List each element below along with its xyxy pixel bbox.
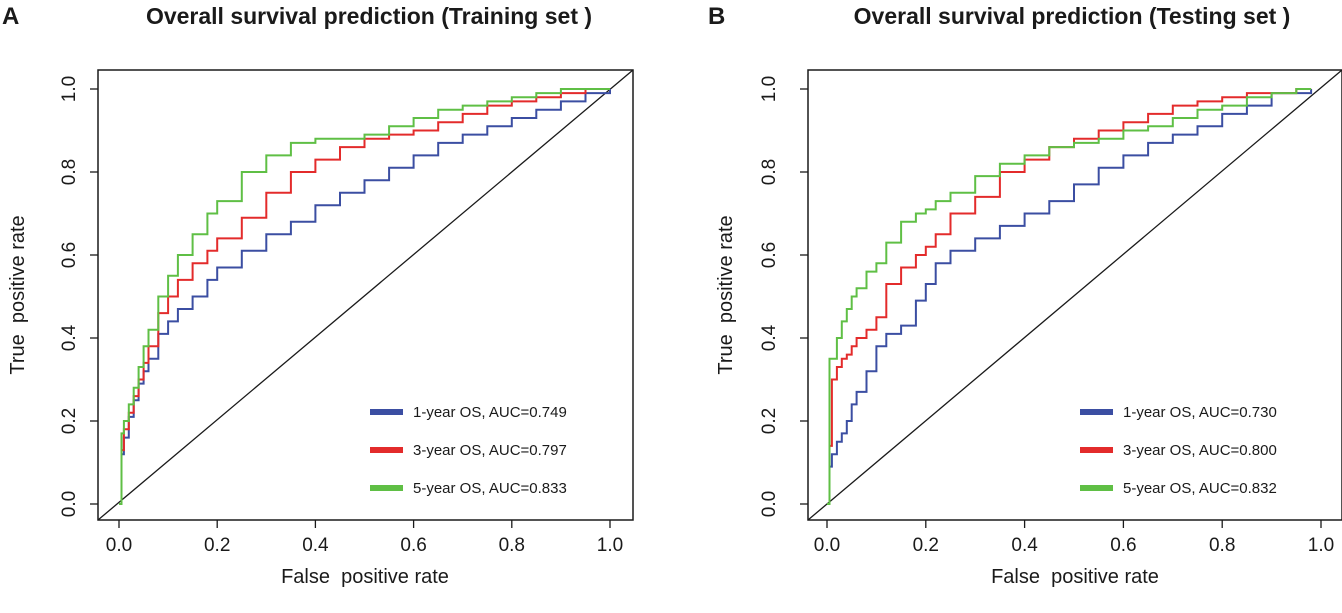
panel-a-y-tick-label: 0.8 [59, 159, 80, 185]
panel-b-x-tick-label: 0.6 [1110, 535, 1136, 556]
panel-a-x-ticks: 0.0 0.2 0.4 0.6 0.8 1.0 [106, 520, 623, 556]
panel-a-y-axis-label: True positive rate [7, 215, 29, 374]
panel-b-series-1-year-os [827, 89, 1313, 505]
panel-a-y-ticks: 0.0 0.2 0.4 0.6 0.8 1.0 [59, 76, 98, 517]
panel-b-y-axis-label: True positive rate [715, 215, 737, 374]
panel-b-y-tick-label: 0.6 [759, 242, 780, 268]
panel-b-y-tick-label: 0.0 [759, 491, 780, 517]
panel-b-plot-frame [807, 69, 1342, 521]
panel-b-x-tick-label: 0.2 [913, 535, 939, 556]
panel-b-legend-label-2: 3-year OS, AUC=0.800 [1123, 442, 1277, 459]
panel-a-y-tick-label: 0.0 [59, 491, 80, 517]
panel-a-x-tick-label: 0.4 [302, 535, 329, 556]
panel-b-x-tick-label: 0.0 [814, 535, 840, 556]
panel-a-title: Overall survival prediction (Training se… [146, 3, 592, 29]
panel-b-legend: 1-year OS, AUC=0.730 3-year OS, AUC=0.80… [1080, 404, 1277, 497]
panel-a-x-tick-label: 0.6 [400, 535, 426, 556]
panel-a-legend-swatch-2 [370, 447, 403, 453]
panel-a-plot-frame [97, 69, 634, 521]
panel-a-x-tick-label: 0.8 [499, 535, 525, 556]
panel-b-x-tick-label: 1.0 [1308, 535, 1334, 556]
panel-b-x-tick-label: 0.8 [1209, 535, 1235, 556]
panel-a-reference-line [97, 69, 634, 521]
panel-b: B Overall survival prediction (Testing s… [708, 3, 1342, 588]
panel-b-legend-label-3: 5-year OS, AUC=0.832 [1123, 480, 1277, 497]
panel-a-y-tick-label: 0.4 [59, 324, 80, 351]
panel-a-legend: 1-year OS, AUC=0.749 3-year OS, AUC=0.79… [370, 404, 567, 497]
panel-a-x-tick-label: 0.0 [106, 535, 132, 556]
panel-b-title: Overall survival prediction (Testing set… [854, 3, 1291, 29]
panel-a-y-tick-label: 0.6 [59, 242, 80, 268]
panel-b-y-tick-label: 0.4 [759, 324, 780, 351]
panel-b-x-ticks: 0.0 0.2 0.4 0.6 0.8 1.0 [814, 520, 1334, 556]
panel-a-letter: A [2, 3, 19, 30]
panel-b-reference-line [807, 69, 1342, 521]
panel-a-legend-label-3: 5-year OS, AUC=0.833 [413, 480, 567, 497]
panel-b-legend-swatch-2 [1080, 447, 1113, 453]
panel-a-series-5-year-os [119, 88, 610, 505]
panel-b-y-tick-label: 0.2 [759, 408, 780, 434]
panel-a-y-tick-label: 0.2 [59, 408, 80, 434]
panel-a-x-tick-label: 1.0 [597, 535, 623, 556]
panel-a-legend-swatch-3 [370, 485, 403, 491]
panel-a-legend-label-2: 3-year OS, AUC=0.797 [413, 442, 567, 459]
panel-b-legend-swatch-3 [1080, 485, 1113, 491]
panel-b-legend-swatch-1 [1080, 409, 1113, 415]
panel-b-y-tick-label: 1.0 [759, 76, 780, 102]
panel-b-x-axis-label: False positive rate [991, 566, 1159, 588]
panel-b-letter: B [708, 3, 725, 30]
panel-b-series-3-year-os [827, 88, 1312, 505]
panel-b-series-5-year-os [827, 88, 1312, 505]
panel-b-series-group [827, 88, 1313, 505]
panel-b-y-tick-label: 0.8 [759, 159, 780, 185]
panel-a-y-tick-label: 1.0 [59, 76, 80, 102]
panel-a-x-tick-label: 0.2 [204, 535, 230, 556]
panel-a: A Overall survival prediction (Training … [2, 3, 634, 588]
panel-a-legend-swatch-1 [370, 409, 403, 415]
panel-b-legend-label-1: 1-year OS, AUC=0.730 [1123, 404, 1277, 421]
panel-a-series-group [119, 88, 611, 505]
panel-b-x-tick-label: 0.4 [1011, 535, 1038, 556]
panel-a-legend-label-1: 1-year OS, AUC=0.749 [413, 404, 567, 421]
panel-a-x-axis-label: False positive rate [281, 566, 449, 588]
panel-b-y-ticks: 0.0 0.2 0.4 0.6 0.8 1.0 [759, 76, 808, 517]
